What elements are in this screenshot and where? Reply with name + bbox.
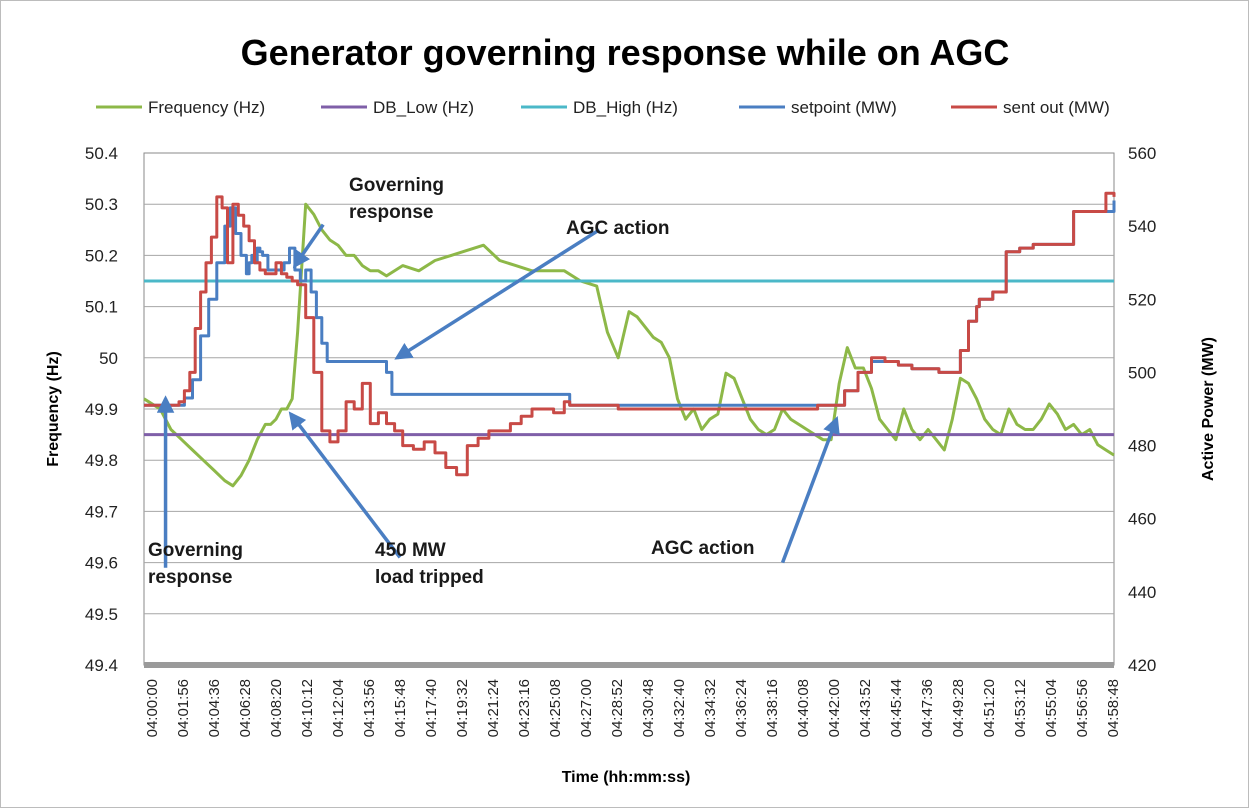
y-left-axis-title: Frequency (Hz) (45, 351, 62, 467)
annotation-text: response (349, 202, 433, 223)
y-right-tick-label: 540 (1128, 217, 1156, 236)
legend-label: setpoint (MW) (791, 98, 897, 117)
y-left-tick-label: 50.3 (85, 195, 118, 214)
x-tick-label: 04:49:28 (950, 679, 967, 737)
y-right-tick-label: 560 (1128, 144, 1156, 163)
x-tick-label: 04:43:52 (857, 679, 874, 737)
annotation-arrow (292, 223, 325, 269)
y-left-tick-label: 49.8 (85, 451, 118, 470)
x-tick-label: 04:04:36 (206, 679, 223, 737)
x-axis-title: Time (hh:mm:ss) (562, 769, 691, 786)
annotation-text: 450 MW (375, 540, 446, 561)
x-tick-label: 04:30:48 (640, 679, 657, 737)
y-left-tick-label: 49.4 (85, 656, 118, 675)
y-left-tick-label: 49.9 (85, 400, 118, 419)
x-tick-label: 04:08:20 (268, 679, 285, 737)
x-tick-label: 04:27:00 (578, 679, 595, 737)
x-tick-label: 04:34:32 (702, 679, 719, 737)
y-left-tick-label: 49.6 (85, 554, 118, 573)
x-tick-label: 04:40:08 (795, 679, 812, 737)
annotation: AGC action (651, 415, 840, 564)
series-line (144, 191, 1116, 477)
annotation: AGC action (394, 218, 669, 360)
legend-item: sent out (MW) (951, 98, 1110, 117)
annotation: 450 MW load tripped (288, 411, 484, 588)
legend-item: Frequency (Hz) (96, 98, 265, 117)
legend-item: setpoint (MW) (739, 98, 897, 117)
y-right-tick-label: 500 (1128, 363, 1156, 382)
annotation-text: Governing (349, 175, 444, 196)
x-tick-label: 04:00:00 (144, 679, 161, 737)
x-tick-label: 04:38:16 (764, 679, 781, 737)
annotation-arrow (394, 228, 601, 360)
annotation-text: Governing (148, 540, 243, 561)
x-tick-label: 04:13:56 (361, 679, 378, 737)
y-left-tick-label: 50.1 (85, 298, 118, 317)
legend-item: DB_Low (Hz) (321, 98, 474, 117)
legend: Frequency (Hz) DB_Low (Hz) DB_High (Hz) set… (96, 98, 1110, 117)
annotations: Governing response Governing response AGC ac… (148, 175, 840, 588)
x-tick-label: 04:32:40 (671, 679, 688, 737)
x-tick-label: 04:42:00 (826, 679, 843, 737)
y-left-tick-label: 49.7 (85, 502, 118, 521)
x-axis-line (144, 662, 1114, 668)
y-right-axis-title: Active Power (MW) (1200, 337, 1217, 481)
x-tick-label: 04:53:12 (1012, 679, 1029, 737)
y-left-tick-label: 49.5 (85, 605, 118, 624)
annotation-text: response (148, 567, 232, 588)
x-tick-label: 04:01:56 (175, 679, 192, 737)
x-tick-label: 04:10:12 (299, 679, 316, 737)
x-tick-label: 04:23:16 (516, 679, 533, 737)
x-tick-label: 04:55:04 (1043, 679, 1060, 737)
y-right-tick-label: 420 (1128, 656, 1156, 675)
x-tick-label: 04:12:04 (330, 679, 347, 737)
annotation: Governing response (148, 395, 243, 588)
x-tick-label: 04:51:20 (981, 679, 998, 737)
x-tick-label: 04:25:08 (547, 679, 564, 737)
series-line (143, 202, 1115, 488)
y-right-tick-label: 440 (1128, 583, 1156, 602)
x-tick-label: 04:28:52 (609, 679, 626, 737)
x-tick-label: 04:47:36 (919, 679, 936, 737)
annotation-text: AGC action (566, 218, 669, 239)
x-tick-label: 04:36:24 (733, 679, 750, 737)
annotation-text: load tripped (375, 567, 484, 588)
y-left-tick-label: 50.2 (85, 246, 118, 265)
annotation-arrow (780, 415, 840, 564)
annotation: Governing response (292, 175, 444, 269)
axes: 50.4 50.3 50.2 50.1 50 49.9 49.8 49.7 49.6 49.5 49… (85, 144, 1156, 737)
legend-label: Frequency (Hz) (148, 98, 265, 117)
annotation-arrow (288, 411, 402, 559)
x-tick-label: 04:15:48 (392, 679, 409, 737)
legend-label: sent out (MW) (1003, 98, 1110, 117)
x-tick-label: 04:56:56 (1074, 679, 1091, 737)
x-tick-label: 04:45:44 (888, 679, 905, 737)
y-left-tick-label: 50 (99, 349, 118, 368)
legend-item: DB_High (Hz) (521, 98, 678, 117)
legend-label: DB_High (Hz) (573, 98, 678, 117)
y-right-tick-label: 520 (1128, 290, 1156, 309)
annotation-text: AGC action (651, 538, 754, 559)
y-right-tick-label: 460 (1128, 510, 1156, 529)
legend-label: DB_Low (Hz) (373, 98, 474, 117)
x-tick-label: 04:58:48 (1105, 679, 1122, 737)
x-tick-label: 04:19:32 (454, 679, 471, 737)
y-left-tick-label: 50.4 (85, 144, 118, 163)
x-tick-label: 04:21:24 (485, 679, 502, 737)
x-tick-label: 04:17:40 (423, 679, 440, 737)
x-tick-label: 04:06:28 (237, 679, 254, 737)
chart-title: Generator governing response while on AG… (241, 32, 1010, 73)
y-right-tick-label: 480 (1128, 437, 1156, 456)
